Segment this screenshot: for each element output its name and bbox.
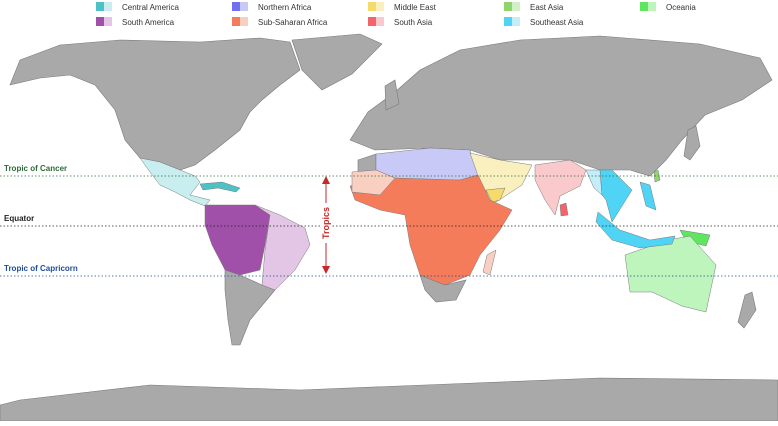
legend-swatch-light xyxy=(512,17,520,26)
uk xyxy=(384,79,400,111)
legend-label: Middle East xyxy=(394,3,437,12)
reference-line-label: Tropic of Cancer xyxy=(4,164,67,173)
overlay: Central America Northern Africa Middle Eas… xyxy=(0,2,778,277)
legend-label: Central America xyxy=(122,3,179,12)
north-america xyxy=(9,37,301,171)
reference-line-label: Equator xyxy=(4,214,34,223)
legend-swatch-light xyxy=(240,17,248,26)
legend-swatch-dark xyxy=(640,2,648,11)
new-zealand xyxy=(737,291,757,329)
southeast-asia-region xyxy=(599,169,633,223)
legend-label: Southeast Asia xyxy=(530,18,584,27)
legend-swatch-dark xyxy=(368,2,376,11)
legend-swatch-light xyxy=(240,2,248,11)
legend-swatch-dark xyxy=(232,17,240,26)
legend-label: South America xyxy=(122,18,175,27)
southern-south-america xyxy=(224,269,276,346)
legend-label: Northern Africa xyxy=(258,3,312,12)
legend-swatch-dark xyxy=(368,17,376,26)
indonesia-region xyxy=(595,211,676,249)
tropics-label-bg xyxy=(321,203,331,243)
regions xyxy=(139,147,717,313)
sri-lanka-region xyxy=(559,202,569,217)
legend-swatch-dark xyxy=(96,17,104,26)
caribbean-region xyxy=(199,181,241,193)
central-america-region xyxy=(139,157,211,207)
legend-swatch-dark xyxy=(232,2,240,11)
philippines-region xyxy=(639,181,657,211)
landmasses xyxy=(0,33,778,422)
east-asia-region xyxy=(653,169,661,183)
legend-swatch-dark xyxy=(504,17,512,26)
legend-swatch-light xyxy=(648,2,656,11)
tropics-label: Tropics xyxy=(321,207,331,239)
india-region xyxy=(534,159,587,216)
legend-swatch-light xyxy=(104,17,112,26)
legend-swatch-dark xyxy=(504,2,512,11)
greenland xyxy=(291,33,383,91)
legend-label: South Asia xyxy=(394,18,433,27)
antarctica xyxy=(0,377,778,422)
arrow-head-top xyxy=(322,176,330,184)
legend-swatch-light xyxy=(104,2,112,11)
middle-east-region xyxy=(469,152,533,203)
legend-swatch-dark xyxy=(96,2,104,11)
legend-label: East Asia xyxy=(530,3,564,12)
legend-label: Sub-Saharan Africa xyxy=(258,18,328,27)
sahel-west-region xyxy=(351,169,396,196)
yemen-region xyxy=(485,187,506,203)
sub-saharan-region xyxy=(349,174,513,286)
legend-swatch-light xyxy=(512,2,520,11)
australia-region xyxy=(624,235,717,313)
reference-line-label: Tropic of Capricorn xyxy=(4,264,78,273)
brazil-region xyxy=(254,204,311,291)
legend-label: Oceania xyxy=(666,3,696,12)
japan xyxy=(683,125,701,161)
legend-swatch-light xyxy=(376,17,384,26)
legend-swatch-light xyxy=(376,2,384,11)
madagascar-region xyxy=(482,249,497,276)
arrow-head-bottom xyxy=(322,266,330,274)
